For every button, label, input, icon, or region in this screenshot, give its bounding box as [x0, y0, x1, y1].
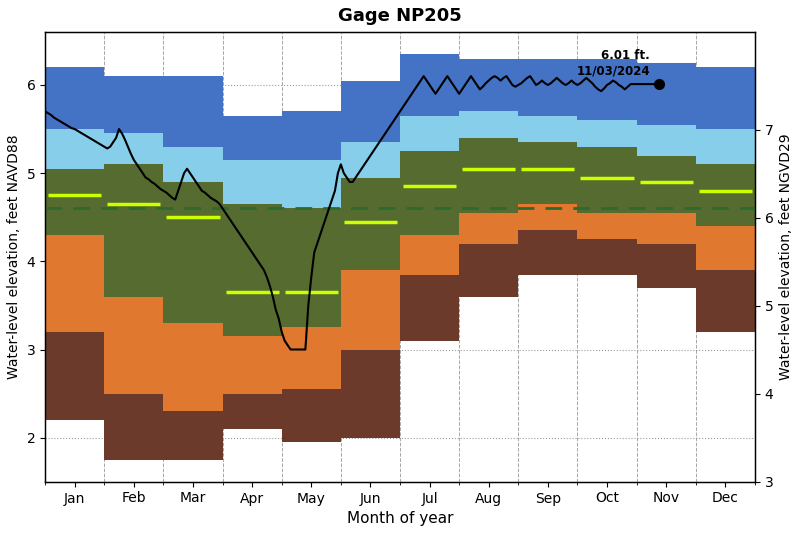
Text: 6.01 ft.
11/03/2024: 6.01 ft. 11/03/2024	[577, 49, 650, 77]
Y-axis label: Water-level elevation, feet NAVD88: Water-level elevation, feet NAVD88	[7, 135, 21, 379]
Y-axis label: Water-level elevation, feet NGVD29: Water-level elevation, feet NGVD29	[779, 134, 793, 380]
X-axis label: Month of year: Month of year	[346, 511, 454, 526]
Title: Gage NP205: Gage NP205	[338, 7, 462, 25]
